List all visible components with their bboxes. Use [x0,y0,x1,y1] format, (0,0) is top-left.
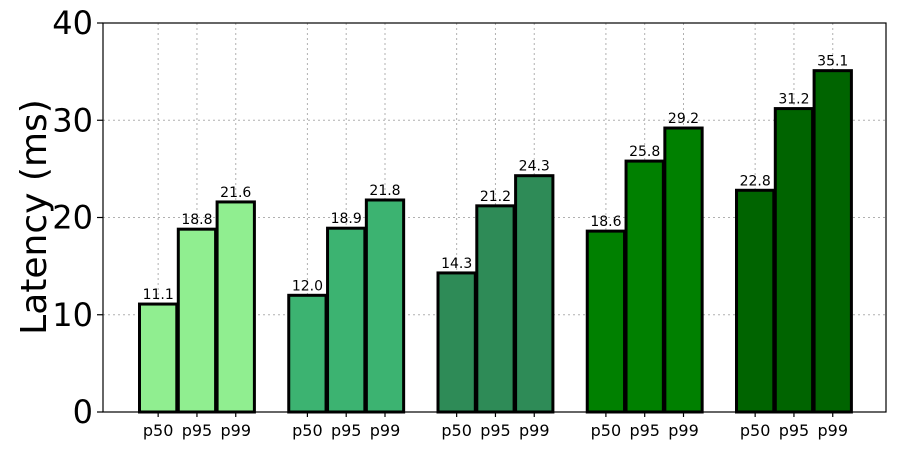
x-tick-label: p95 [182,421,213,440]
bar-p99-group-1 [215,200,256,414]
data-label: 35.1 [817,54,848,70]
x-tick-label: p95 [629,421,660,440]
x-tick-label: p50 [292,421,323,440]
data-label: 21.2 [480,189,511,205]
y-tick-label: 40 [52,4,93,42]
x-tick-label: p99 [668,421,699,440]
data-label: 18.9 [331,211,362,227]
x-tick-label: p95 [480,421,511,440]
data-label: 18.6 [590,214,621,230]
x-tick-label: p99 [220,421,251,440]
data-label: 14.3 [441,256,472,272]
x-tick-label: p95 [779,421,810,440]
data-label: 18.8 [181,212,212,228]
x-tick-label: p99 [519,421,550,440]
y-axis-ticks: 0 10 20 30 40 [52,4,103,431]
bar-p95-group-3 [475,204,516,414]
data-label: 11.1 [143,287,174,303]
data-label: 12.0 [292,278,323,294]
bar-p99-group-3 [514,174,555,414]
bar-p95-group-1 [176,227,218,414]
x-tick-label: p50 [740,421,771,440]
bar-p95-group-2 [326,226,367,414]
data-label: 29.2 [668,111,699,127]
data-label: 21.8 [369,183,400,199]
x-axis-ticks: p50 p95 p99 p50 p95 p99 p50 p95 p99 p50 p95 p99 p50 p… [143,412,848,440]
data-label: 24.3 [519,159,550,175]
data-label: 31.2 [778,92,809,108]
bar-p50-group-5 [735,188,776,414]
y-tick-label: 0 [73,393,93,431]
bar-p99-group-2 [364,198,406,414]
y-tick-label: 10 [52,296,93,334]
bar-p50-group-1 [138,302,179,414]
bar-p50-group-4 [585,229,627,414]
x-tick-label: p50 [441,421,472,440]
y-tick-label: 20 [52,199,93,237]
x-tick-label: p99 [370,421,401,440]
data-label: 25.8 [629,144,660,160]
x-tick-label: p99 [817,421,848,440]
bar-p50-group-3 [436,271,477,414]
x-tick-label: p50 [591,421,622,440]
y-axis-title: Latency (ms) [14,99,55,335]
bar-p50-group-2 [287,293,328,414]
bar-p99-group-5 [812,69,853,414]
x-tick-label: p50 [143,421,174,440]
y-tick-label: 30 [52,101,93,139]
data-labels: 11.1 18.8 21.6 12.0 18.9 21.8 14.3 21.2 24.3 18.6… [143,54,849,303]
x-tick-label: p95 [331,421,362,440]
data-label: 22.8 [740,173,771,189]
data-label: 21.6 [220,185,251,201]
bar-p99-group-4 [663,126,704,414]
bar-p95-group-5 [773,107,815,414]
bar-p95-group-4 [624,159,665,414]
bars [138,69,853,414]
